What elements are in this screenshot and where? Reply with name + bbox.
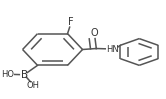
Text: B: B xyxy=(21,70,28,80)
Text: F: F xyxy=(68,17,74,27)
Text: O: O xyxy=(91,28,98,38)
Text: OH: OH xyxy=(27,81,40,90)
Text: HO: HO xyxy=(1,70,14,79)
Text: HN: HN xyxy=(106,45,119,53)
